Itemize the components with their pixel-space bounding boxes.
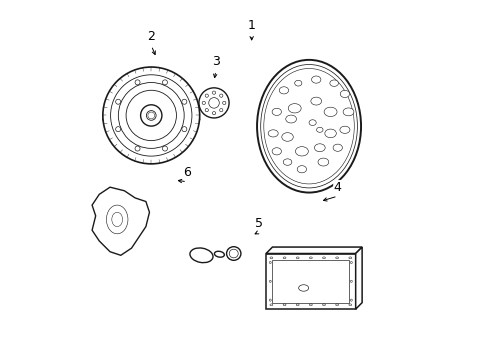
Ellipse shape bbox=[135, 146, 140, 151]
Ellipse shape bbox=[324, 129, 336, 138]
Ellipse shape bbox=[182, 127, 186, 132]
Ellipse shape bbox=[212, 91, 215, 94]
Polygon shape bbox=[92, 187, 149, 255]
Polygon shape bbox=[265, 247, 362, 309]
Ellipse shape bbox=[116, 127, 121, 132]
Ellipse shape bbox=[271, 148, 281, 155]
Ellipse shape bbox=[308, 120, 316, 126]
Ellipse shape bbox=[162, 80, 167, 85]
Ellipse shape bbox=[287, 104, 301, 113]
Ellipse shape bbox=[102, 112, 199, 127]
Ellipse shape bbox=[329, 80, 338, 86]
Ellipse shape bbox=[310, 97, 321, 105]
Ellipse shape bbox=[205, 108, 208, 112]
Ellipse shape bbox=[271, 108, 281, 116]
Ellipse shape bbox=[279, 87, 288, 94]
Ellipse shape bbox=[212, 112, 215, 115]
Text: 1: 1 bbox=[247, 19, 255, 32]
Ellipse shape bbox=[281, 133, 293, 141]
Ellipse shape bbox=[182, 99, 186, 104]
Ellipse shape bbox=[343, 108, 353, 116]
Ellipse shape bbox=[135, 80, 140, 85]
Ellipse shape bbox=[102, 67, 199, 164]
Ellipse shape bbox=[162, 146, 167, 151]
Ellipse shape bbox=[267, 130, 278, 137]
Ellipse shape bbox=[294, 80, 301, 86]
Ellipse shape bbox=[316, 127, 323, 132]
Ellipse shape bbox=[332, 144, 342, 151]
Ellipse shape bbox=[317, 158, 328, 166]
Ellipse shape bbox=[314, 144, 325, 152]
Ellipse shape bbox=[339, 126, 349, 134]
Ellipse shape bbox=[283, 159, 291, 165]
Ellipse shape bbox=[208, 98, 219, 108]
Ellipse shape bbox=[219, 94, 223, 97]
Text: 6: 6 bbox=[183, 166, 191, 179]
Ellipse shape bbox=[340, 90, 349, 98]
Text: 4: 4 bbox=[333, 181, 341, 194]
Ellipse shape bbox=[147, 112, 154, 119]
Text: 2: 2 bbox=[147, 30, 155, 43]
Ellipse shape bbox=[141, 105, 162, 126]
Ellipse shape bbox=[297, 166, 306, 173]
Ellipse shape bbox=[219, 108, 223, 112]
Ellipse shape bbox=[257, 60, 360, 193]
Ellipse shape bbox=[285, 115, 296, 123]
Ellipse shape bbox=[189, 248, 213, 263]
Polygon shape bbox=[265, 247, 362, 253]
Text: 3: 3 bbox=[211, 55, 219, 68]
Ellipse shape bbox=[199, 88, 228, 118]
Ellipse shape bbox=[202, 101, 205, 104]
Ellipse shape bbox=[324, 107, 336, 117]
Text: 5: 5 bbox=[254, 216, 263, 230]
Ellipse shape bbox=[116, 99, 121, 104]
Ellipse shape bbox=[295, 147, 308, 156]
Ellipse shape bbox=[311, 76, 320, 83]
Ellipse shape bbox=[226, 247, 241, 260]
Ellipse shape bbox=[146, 111, 156, 120]
Ellipse shape bbox=[205, 94, 208, 97]
Polygon shape bbox=[355, 247, 362, 309]
Ellipse shape bbox=[214, 251, 224, 257]
Ellipse shape bbox=[222, 101, 225, 104]
